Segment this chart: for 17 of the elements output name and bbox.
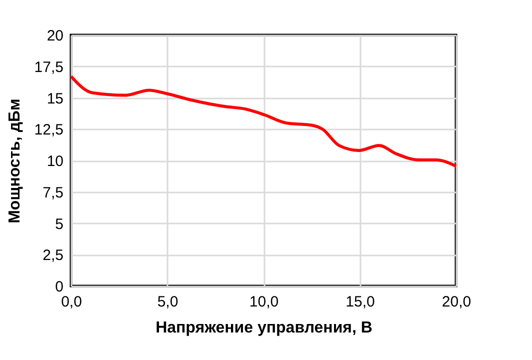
y-tick-label: 0 <box>55 278 64 296</box>
y-tick-label: 20 <box>46 28 64 44</box>
y-tick-label: 5 <box>55 216 64 233</box>
y-tick-label: 17,5 <box>34 58 64 76</box>
y-axis-title: Мощность, дБм <box>6 98 24 224</box>
x-tick-label: 5,0 <box>157 294 178 310</box>
y-tick-label: 7,5 <box>42 184 64 202</box>
y-tick-label: 15 <box>46 90 64 108</box>
x-tick-label: 0,0 <box>61 294 82 310</box>
y-tick-label: 12,5 <box>34 122 64 139</box>
y-tick-label: 10 <box>46 153 64 170</box>
x-tick-label: 20,0 <box>442 294 472 310</box>
line-series <box>70 74 458 168</box>
x-tick-label: 10,0 <box>249 294 279 310</box>
y-tick-label: 2,5 <box>42 247 64 264</box>
x-axis-title: Напряжение управления, В <box>156 320 372 336</box>
x-tick-label: 15,0 <box>346 294 375 310</box>
